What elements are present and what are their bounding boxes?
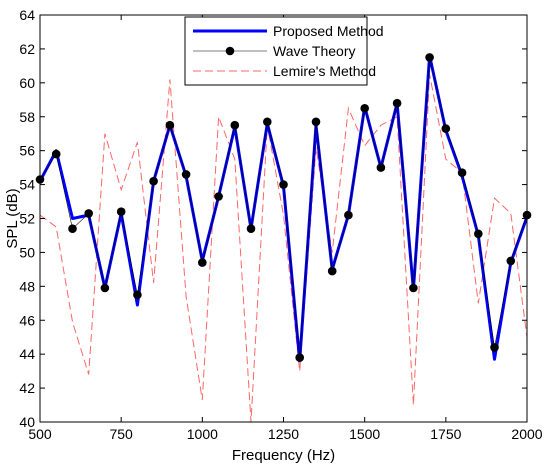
- legend: Proposed Method Wave Theory Lemire's Metho…: [184, 16, 384, 86]
- data-point: [344, 210, 353, 220]
- series-lemire-s-method: [39, 74, 528, 423]
- legend-entry: Wave Theory: [193, 43, 355, 59]
- x-tick-label: 2000: [511, 426, 542, 442]
- y-tick-label: 58: [19, 109, 35, 125]
- series-layer: [35, 53, 532, 423]
- y-tick-label: 48: [19, 278, 35, 294]
- data-point: [133, 290, 142, 300]
- legend-label: Lemire's Method: [273, 63, 376, 79]
- data-point: [84, 209, 93, 218]
- series-line: [39, 74, 528, 423]
- data-point: [327, 266, 337, 276]
- data-point: [181, 170, 191, 179]
- data-point: [263, 117, 272, 127]
- data-point: [392, 98, 402, 108]
- y-tick-label: 52: [19, 211, 35, 227]
- legend-entry: Proposed Method: [193, 23, 384, 39]
- data-point: [214, 192, 223, 201]
- y-tick-label: 60: [19, 75, 35, 91]
- data-point: [116, 207, 126, 216]
- x-axis-label: Frequency (Hz): [232, 447, 335, 464]
- data-point: [425, 53, 434, 62]
- legend-label: Wave Theory: [273, 43, 355, 59]
- tick-layer: 500 750 1000 1250 1500 1750 2000 40 42 44 46 48 50 52…: [19, 7, 542, 442]
- x-tick-label: 1750: [430, 426, 461, 442]
- data-point: [165, 120, 175, 130]
- data-point: [295, 353, 305, 362]
- y-tick-label: 40: [19, 414, 35, 430]
- data-point: [198, 258, 207, 267]
- data-point: [490, 343, 499, 352]
- data-point: [409, 283, 418, 293]
- y-tick-label: 42: [19, 380, 35, 396]
- y-tick-label: 62: [19, 41, 35, 57]
- y-tick-label: 56: [19, 143, 35, 159]
- data-point: [474, 229, 483, 239]
- data-point: [149, 176, 158, 186]
- data-point: [457, 168, 467, 177]
- y-tick-label: 64: [19, 7, 35, 23]
- data-point: [230, 120, 240, 130]
- data-point: [506, 256, 516, 266]
- data-point: [68, 224, 77, 233]
- data-point: [311, 117, 321, 127]
- x-tick-label: 500: [28, 426, 52, 442]
- x-tick-label: 1000: [187, 426, 218, 442]
- x-tick-label: 750: [109, 426, 133, 442]
- data-point: [279, 180, 288, 189]
- y-tick-label: 54: [19, 177, 35, 193]
- data-point: [246, 224, 256, 233]
- y-axis-label: SPL (dB): [4, 188, 21, 248]
- legend-entry: Lemire's Method: [193, 63, 376, 79]
- data-point: [376, 163, 386, 172]
- y-tick-label: 44: [19, 346, 35, 362]
- legend-marker: [225, 46, 235, 56]
- y-tick-label: 46: [19, 312, 35, 328]
- y-tick-label: 50: [19, 244, 35, 260]
- data-point: [360, 104, 370, 113]
- data-point: [51, 149, 61, 159]
- data-point: [441, 124, 451, 133]
- series-wave-theory: [35, 53, 532, 362]
- data-point: [100, 283, 110, 293]
- x-tick-label: 1500: [349, 426, 380, 442]
- legend-label: Proposed Method: [273, 23, 384, 39]
- x-tick-label: 1250: [268, 426, 299, 442]
